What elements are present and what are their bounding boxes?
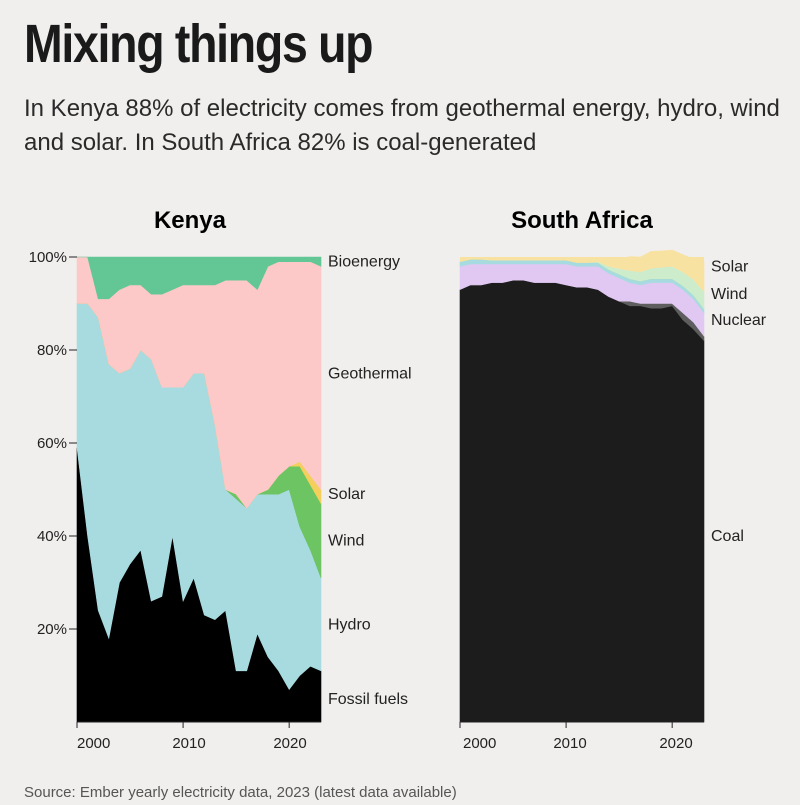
y-tick-label-80pct: 80%	[37, 342, 67, 359]
series-label-kenya-solar: Solar	[328, 486, 366, 503]
x-tick-label-kenya-2000: 2000	[77, 735, 110, 752]
x-tick-label-south-africa-2000: 2000	[463, 735, 496, 752]
series-label-south-africa-wind: Wind	[711, 286, 747, 303]
y-tick-label-60pct: 60%	[37, 435, 67, 452]
x-tick-label-kenya-2010: 2010	[172, 735, 205, 752]
x-tick-label-south-africa-2010: 2010	[553, 735, 586, 752]
panel-title-kenya: Kenya	[154, 207, 227, 234]
chart-canvas: Kenya 2000 2010 2020 20% 40% 60% 80% 100% Fossil …	[29, 207, 767, 752]
chart-subtitle: In Kenya 88% of electricity comes from g…	[24, 95, 780, 156]
source-note: Source: Ember yearly electricity data, 2…	[24, 784, 457, 801]
series-label-kenya-geothermal: Geothermal	[328, 365, 412, 382]
area-south-africa-top-fill	[460, 257, 704, 263]
panel-title-south-africa: South Africa	[511, 207, 653, 234]
x-tick-label-south-africa-2020: 2020	[659, 735, 692, 752]
y-tick-label-40pct: 40%	[37, 528, 67, 545]
area-south-africa-coal	[459, 279, 705, 723]
series-label-south-africa-coal: Coal	[711, 528, 744, 545]
series-label-south-africa-nuclear: Nuclear	[711, 312, 767, 329]
area-kenya-bioenergy	[77, 256, 322, 300]
chart-title: Mixing things up	[24, 14, 374, 74]
y-tick-label-20pct: 20%	[37, 621, 67, 638]
y-tick-label-100pct: 100%	[29, 249, 67, 266]
series-label-kenya-wind: Wind	[328, 533, 364, 550]
x-tick-label-kenya-2020: 2020	[273, 735, 306, 752]
series-label-kenya-bioenergy: Bioenergy	[328, 254, 400, 271]
series-label-south-africa-solar: Solar	[711, 258, 749, 275]
series-label-kenya-hydro: Hydro	[328, 616, 371, 633]
series-label-kenya-fossil-fuels: Fossil fuels	[328, 691, 408, 708]
